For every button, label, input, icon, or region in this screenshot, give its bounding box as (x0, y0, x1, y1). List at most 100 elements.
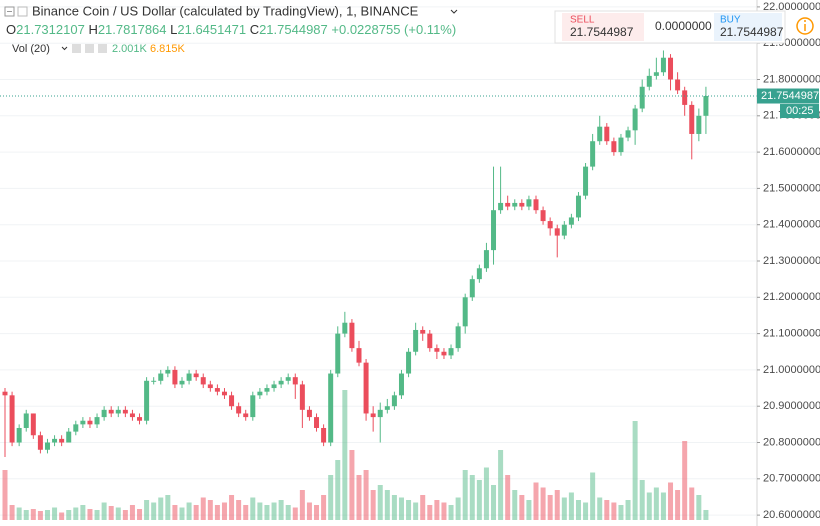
candle-body (2, 391, 8, 396)
volume-bar (278, 500, 284, 520)
candle-body (611, 141, 617, 153)
volume-bar (122, 510, 128, 520)
volume-bar (441, 502, 447, 520)
volume-bar (115, 507, 121, 520)
y-tick-label: 21.4000000 (763, 219, 820, 231)
volume-bar (668, 482, 674, 520)
volume-bar (108, 506, 114, 520)
volume-bar (94, 510, 100, 520)
price-axis (757, 0, 820, 526)
volume-bar (391, 495, 397, 520)
volume-bar (682, 441, 688, 520)
buy-button[interactable] (714, 13, 782, 41)
icon[interactable] (85, 44, 94, 53)
volume-bar (87, 509, 93, 520)
candle-body (193, 373, 199, 378)
candle-body (23, 413, 29, 428)
volume-bar (561, 497, 567, 520)
candle-body (682, 90, 688, 105)
y-tick-label: 21.2000000 (763, 291, 820, 303)
candle-body (540, 210, 546, 222)
candle-body (491, 210, 497, 251)
icon[interactable] (98, 44, 107, 53)
candle-body (384, 406, 390, 410)
y-tick-label: 21.6000000 (763, 146, 820, 158)
candle-body (434, 348, 440, 352)
candle-body (639, 86, 645, 109)
volume-bar (342, 390, 348, 520)
volume-bar (611, 502, 617, 520)
volume-bar (80, 505, 86, 520)
y-tick-label: 20.9000000 (763, 400, 820, 412)
candle-body (356, 348, 362, 363)
candle-body (604, 126, 610, 142)
volume-bar (30, 509, 36, 520)
volume-bar (335, 460, 341, 520)
candle-body (349, 322, 355, 349)
candle-body (278, 380, 284, 385)
candle-body (179, 380, 185, 385)
candle-body (483, 250, 489, 269)
volume-bar (491, 485, 497, 520)
y-tick-label: 21.1000000 (763, 328, 820, 340)
candle-body (250, 395, 256, 418)
candle-body (292, 377, 298, 385)
candle-body (335, 333, 341, 374)
candle-body (498, 202, 504, 211)
candle-body (44, 442, 50, 450)
candle-body (512, 202, 518, 207)
countdown: 00:25 (786, 105, 814, 117)
candle-body (505, 202, 511, 207)
collapse-icon[interactable] (4, 6, 15, 17)
candle-body (420, 329, 426, 334)
volume-bar (52, 507, 58, 520)
volume-bar (193, 505, 199, 520)
volume-bar (285, 505, 291, 520)
candle-body (30, 413, 36, 436)
volume-bar (243, 505, 249, 520)
candle-body (314, 417, 320, 428)
volume-ma: 6.815K (150, 43, 186, 55)
ohlc-key: H (88, 22, 97, 37)
volume-bar (250, 497, 256, 520)
candle-body (703, 96, 709, 116)
icon[interactable] (72, 44, 81, 53)
candle-body (52, 438, 58, 443)
volume-bar (44, 510, 50, 520)
candle-body (632, 108, 638, 131)
y-tick-label: 20.7000000 (763, 473, 820, 485)
volume-bar (568, 492, 574, 520)
volume-pane (2, 390, 709, 520)
chevron (61, 46, 68, 51)
volume-bar (420, 495, 426, 520)
candle-body (94, 417, 100, 425)
candle-body (214, 388, 220, 392)
candle-body (9, 395, 15, 443)
candle-body (675, 79, 681, 91)
candle-body (186, 373, 192, 381)
volume-bar (590, 472, 596, 520)
candle-body (377, 409, 383, 418)
candle-body (221, 391, 227, 396)
settings-icon[interactable] (17, 6, 28, 17)
volume-bar (151, 502, 157, 520)
y-tick-label: 21.5000000 (763, 182, 820, 194)
symbol-title[interactable]: Binance Coin / US Dollar (calculated by … (32, 3, 419, 18)
volume-bar (427, 505, 433, 520)
candle-body (476, 268, 482, 280)
candle-body (561, 224, 567, 236)
volume-bar (483, 467, 489, 520)
volume-bar (236, 500, 242, 520)
candle-body (101, 409, 107, 418)
volume-bar (207, 500, 213, 520)
volume-bar (646, 492, 652, 520)
candle-body (590, 141, 596, 167)
ohlc-value: 21.7817864 (98, 22, 167, 37)
sell-button[interactable] (562, 13, 644, 41)
candle-body (16, 427, 22, 443)
volume-bar (519, 495, 525, 520)
volume-bar (675, 490, 681, 520)
candle-body (668, 57, 674, 80)
y-tick-label: 21.0000000 (763, 364, 820, 376)
candle-body (172, 369, 178, 385)
